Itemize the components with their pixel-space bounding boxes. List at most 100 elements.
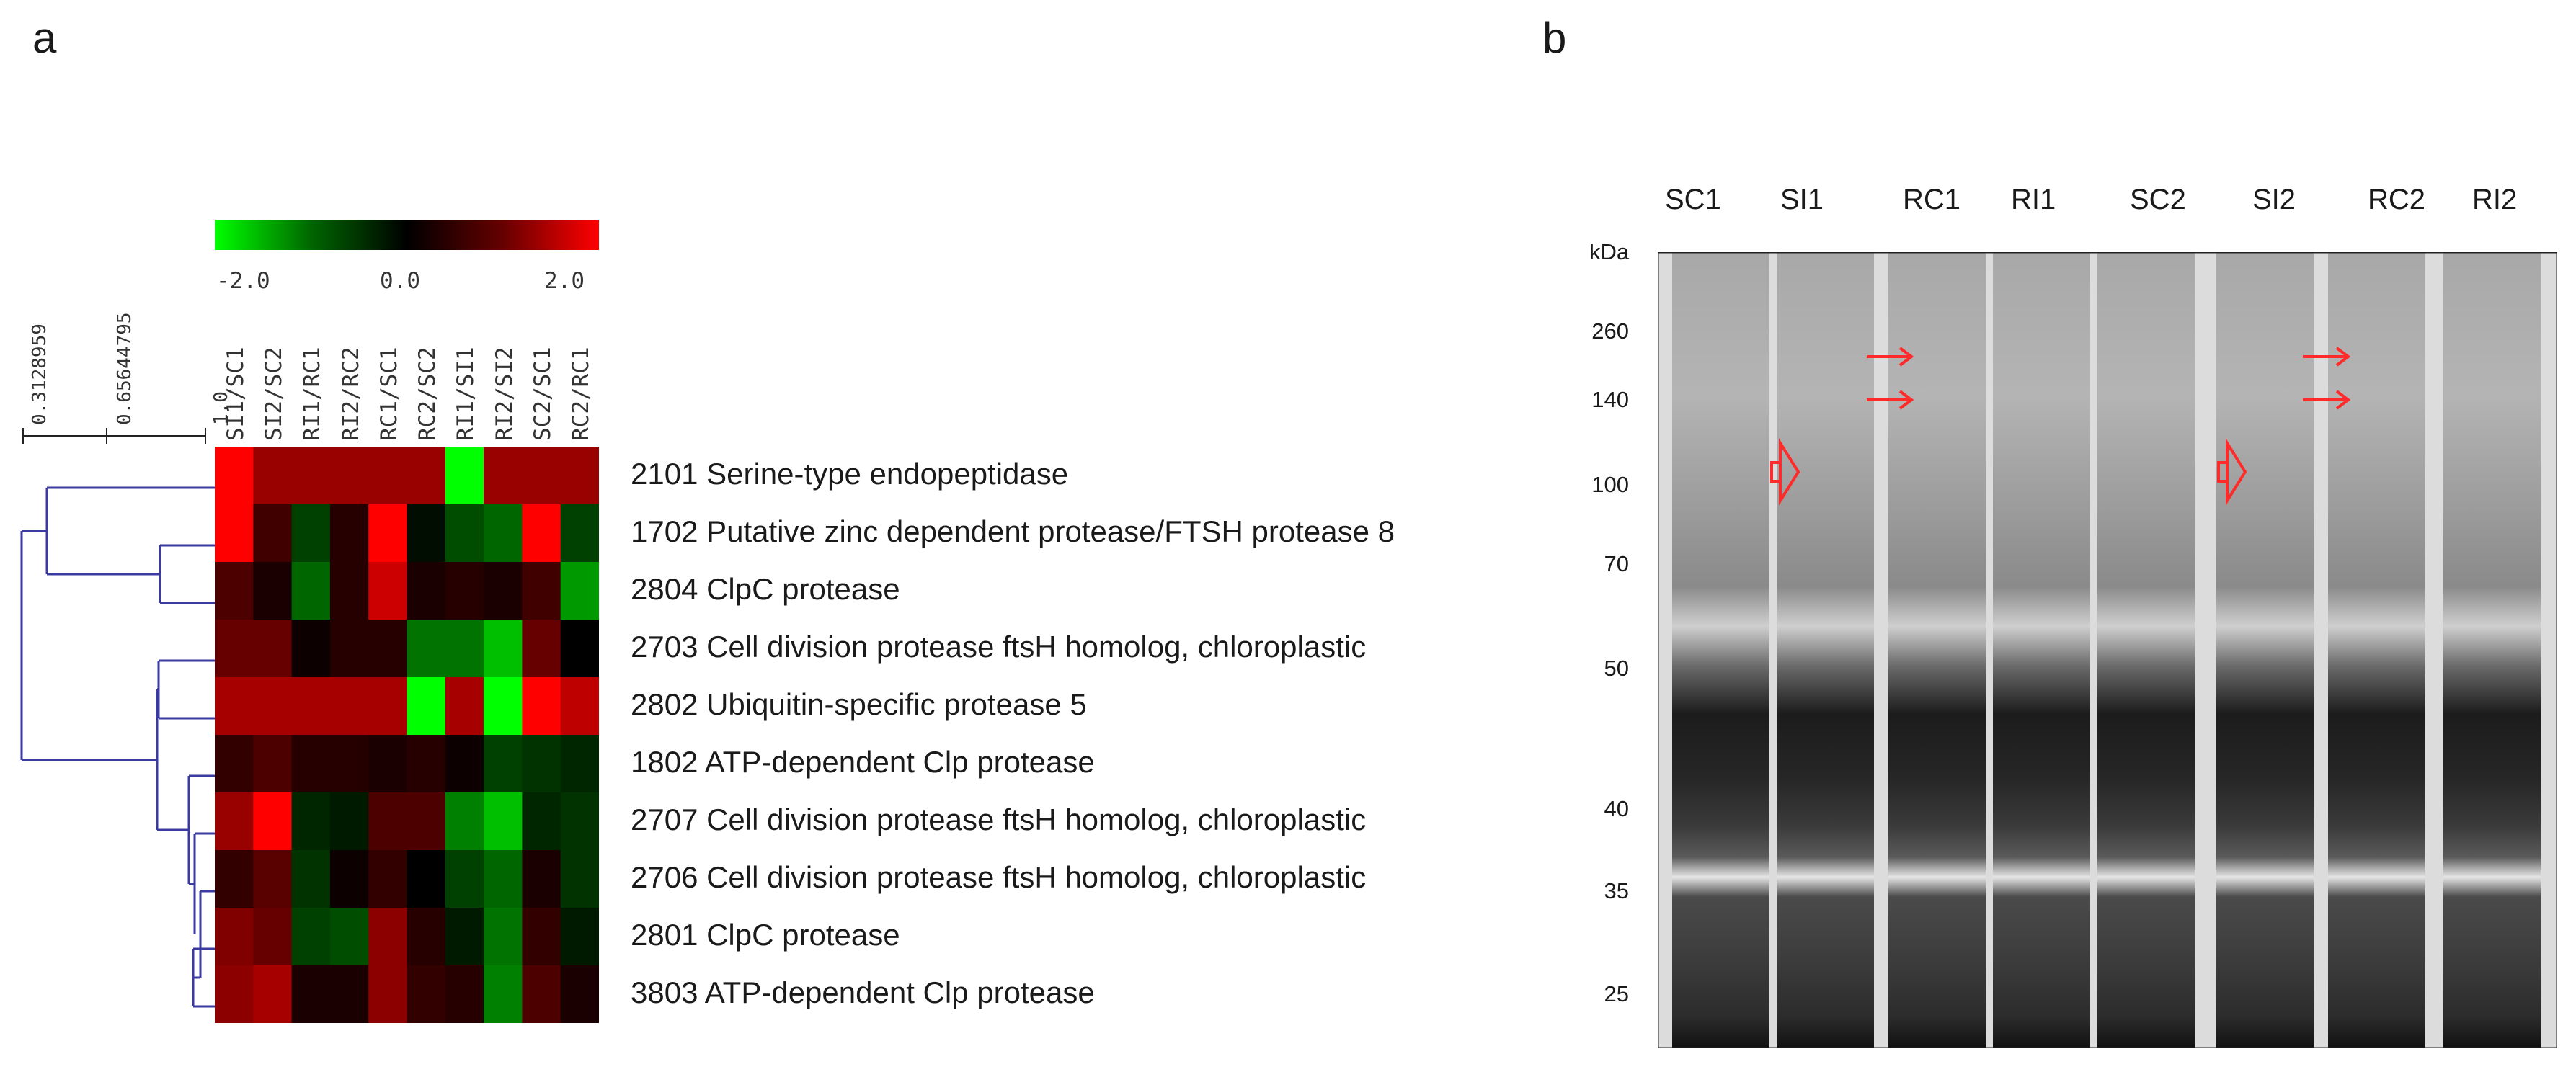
heatmap-cell: [329, 620, 369, 678]
heatmap-cell: [407, 447, 446, 505]
panel-b-label: b: [1542, 14, 1567, 62]
heatmap-cell: [560, 562, 599, 620]
heatmap-cell: [560, 792, 599, 851]
heatmap-cell: [484, 965, 523, 1023]
heatmap-cell: [253, 792, 293, 851]
marker-label: 25: [1604, 981, 1629, 1006]
heatmap-cell: [445, 504, 484, 563]
gel-image: [1658, 252, 2557, 1048]
heatmap-cell: [407, 965, 446, 1023]
column-header: RI2/RC2: [337, 347, 364, 441]
lane-label: RC2: [2368, 184, 2426, 215]
lane-label: SC2: [2130, 184, 2186, 215]
heatmap-cell: [407, 792, 446, 851]
kda-label: kDa: [1589, 239, 1630, 264]
heatmap-cell: [445, 792, 484, 851]
heatmap-cell: [253, 504, 293, 563]
dendro-scale-label-2: 0.65644795: [114, 312, 136, 425]
heatmap-cell: [253, 447, 293, 505]
heatmap-cell: [445, 677, 484, 736]
marker-label: 260: [1591, 318, 1629, 344]
heatmap-cell: [368, 562, 407, 620]
heatmap-cell: [368, 677, 407, 736]
row-label: 2802 Ubiquitin-specific protease 5: [631, 687, 1087, 721]
heatmap-cell: [368, 447, 407, 505]
lane-label: RI2: [2472, 184, 2518, 215]
lane-label: SI1: [1780, 184, 1824, 215]
heatmap-cell: [522, 620, 561, 678]
heatmap-cell: [560, 677, 599, 736]
heatmap-cell: [291, 792, 331, 851]
heatmap-cell: [445, 562, 484, 620]
heatmap-cell: [560, 908, 599, 966]
dendro-scale-label-1: 0.3128959: [29, 323, 50, 425]
heatmap-cell: [215, 850, 254, 908]
heatmap-cell: [215, 447, 254, 505]
heatmap-cell: [291, 850, 331, 908]
heatmap-cell: [560, 447, 599, 505]
heatmap-cell: [407, 562, 446, 620]
row-label: 2703 Cell division protease ftsH homolog…: [631, 630, 1367, 664]
heatmap-cell: [484, 447, 523, 505]
heatmap-cell: [329, 850, 369, 908]
heatmap-cell: [215, 562, 254, 620]
red-arrow-icons: [1770, 347, 2351, 506]
heatmap-cell: [484, 562, 523, 620]
heatmap-cell: [291, 965, 331, 1023]
marker-label: 35: [1604, 878, 1629, 903]
heatmap-cell: [484, 504, 523, 563]
heatmap-cell: [445, 850, 484, 908]
heatmap-cell: [445, 447, 484, 505]
heatmap-cell: [291, 504, 331, 563]
heatmap-cell: [368, 620, 407, 678]
dendrogram-scale: [22, 428, 206, 444]
gel-lane: [1672, 252, 1769, 1048]
gel-lane: [2097, 252, 2195, 1048]
gel-lane: [2216, 252, 2314, 1048]
heatmap-cell: [522, 504, 561, 563]
heatmap-cell: [368, 850, 407, 908]
heatmap-cell: [329, 504, 369, 563]
heatmap-cell: [407, 735, 446, 793]
heatmap-cell: [291, 908, 331, 966]
heatmap-cell: [329, 965, 369, 1023]
row-label: 2706 Cell division protease ftsH homolog…: [631, 860, 1367, 894]
lane-label: SI2: [2252, 184, 2296, 215]
heatmap-cell: [484, 850, 523, 908]
row-label: 2101 Serine-type endopeptidase: [631, 457, 1069, 491]
heatmap-cell: [484, 677, 523, 736]
heatmap-cell: [522, 735, 561, 793]
heatmap-cell: [215, 504, 254, 563]
gel-lane: [2443, 252, 2541, 1048]
lane-label: RC1: [1903, 184, 1961, 215]
heatmap-cell: [291, 620, 331, 678]
heatmap-cell: [253, 562, 293, 620]
heatmap-cell: [522, 677, 561, 736]
heatmap-cell: [560, 620, 599, 678]
heatmap-cell: [329, 447, 369, 505]
row-label: 2801 ClpC protease: [631, 918, 900, 952]
heatmap-cell: [445, 735, 484, 793]
heatmap-cell: [560, 850, 599, 908]
marker-label: 140: [1591, 387, 1629, 412]
row-dendrogram: [20, 486, 215, 1008]
heatmap-cell: [368, 792, 407, 851]
heatmap-cell: [407, 504, 446, 563]
column-header: SC2/SC1: [530, 347, 556, 441]
heatmap-cell: [291, 735, 331, 793]
gel-lane: [1777, 252, 1874, 1048]
heatmap-cell: [215, 792, 254, 851]
column-header: RC1/SC1: [376, 347, 402, 441]
heatmap-cell: [560, 965, 599, 1023]
scale-tick-mid: 0.0: [380, 268, 420, 294]
heatmap-cell: [291, 447, 331, 505]
scale-tick-min: -2.0: [216, 268, 270, 294]
heatmap-cell: [368, 735, 407, 793]
heatmap-cell: [215, 677, 254, 736]
marker-label: 50: [1604, 656, 1629, 681]
gel-lane: [1993, 252, 2090, 1048]
heatmap-cell: [522, 850, 561, 908]
column-header: RI1/SI1: [453, 347, 479, 441]
heatmap-cell: [329, 908, 369, 966]
gel-lane: [2328, 252, 2425, 1048]
